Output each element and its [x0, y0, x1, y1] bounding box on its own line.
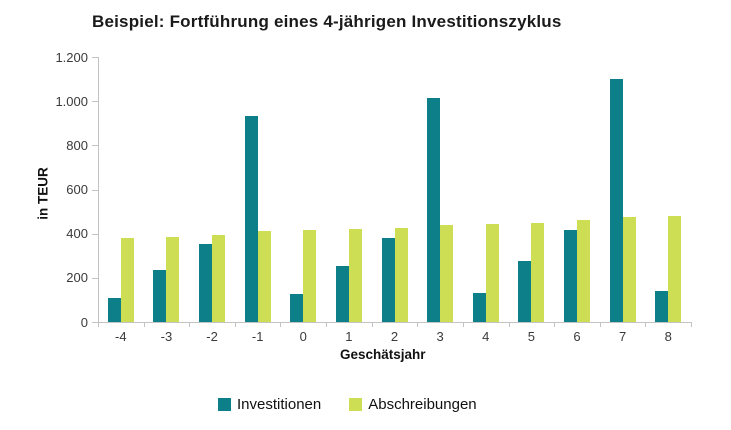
x-tick-13	[691, 323, 692, 327]
bar-abschreibungen-8	[668, 216, 682, 322]
x-axis-title: Geschätsjahr	[340, 347, 426, 362]
x-tick-3	[234, 323, 236, 327]
bar-abschreibungen--1	[257, 231, 271, 322]
x-tick-label--4: -4	[115, 329, 127, 344]
y-tick-label-0: 0	[80, 314, 88, 330]
legend-label-investitionen: Investitionen	[237, 396, 322, 413]
bar-investitionen-1	[335, 265, 349, 322]
x-tick-label--3: -3	[160, 329, 173, 344]
y-tick-1.000	[92, 101, 98, 103]
bar-abschreibungen-7	[622, 217, 636, 322]
x-tick-label--2: -2	[206, 329, 218, 344]
y-tick-label-1.200: 1.200	[55, 49, 88, 65]
bar-abschreibungen-5	[531, 222, 545, 322]
legend-item-abschreibungen: Abschreibungen	[349, 396, 477, 413]
bar-abschreibungen-6	[576, 220, 590, 322]
x-tick-label-7: 7	[618, 329, 627, 344]
x-tick-label-6: 6	[573, 329, 581, 344]
bar-abschreibungen--4	[120, 238, 134, 322]
x-tick-11	[599, 323, 601, 327]
bar-investitionen-3	[427, 97, 441, 322]
bar-abschreibungen--2	[212, 234, 226, 322]
bar-investitionen--3	[153, 270, 167, 322]
x-tick-label-2: 2	[390, 329, 399, 344]
x-tick-0	[98, 323, 99, 327]
y-tick-800	[92, 145, 98, 147]
bar-investitionen-4	[472, 293, 486, 322]
bar-abschreibungen-3	[440, 224, 454, 322]
y-tick-label-800: 800	[66, 137, 88, 153]
x-axis-line	[98, 322, 692, 323]
y-tick-600	[92, 189, 98, 191]
y-tick-label-200: 200	[66, 270, 88, 286]
legend-label-abschreibungen: Abschreibungen	[368, 396, 477, 413]
x-tick-1	[143, 323, 145, 327]
x-tick-4	[280, 323, 282, 327]
chart-legend: Investitionen Abschreibungen	[218, 396, 477, 413]
x-tick-7	[417, 323, 419, 327]
bar-abschreibungen-1	[348, 229, 362, 322]
y-tick-400	[92, 233, 98, 235]
x-tick-label-5: 5	[527, 329, 535, 344]
x-tick-10	[554, 323, 556, 327]
y-tick-0	[92, 322, 98, 323]
bar-investitionen-8	[655, 291, 669, 322]
x-tick-12	[645, 323, 647, 327]
x-tick-label-4: 4	[482, 329, 490, 344]
bar-investitionen--1	[244, 115, 258, 322]
bar-abschreibungen-2	[394, 228, 408, 322]
x-tick-5	[326, 323, 328, 327]
bar-abschreibungen-0	[303, 230, 317, 322]
chart-title: Beispiel: Fortführung eines 4-jährigen I…	[92, 12, 562, 31]
legend-swatch-abschreibungen	[349, 398, 363, 411]
x-tick-6	[371, 323, 373, 327]
y-tick-label-400: 400	[66, 226, 88, 242]
bar-investitionen-0	[290, 294, 304, 322]
bar-investitionen--2	[199, 243, 213, 322]
y-tick-label-600: 600	[66, 182, 88, 197]
legend-item-investitionen: Investitionen	[218, 396, 321, 413]
bar-investitionen-2	[381, 238, 395, 322]
x-tick-label-0: 0	[299, 329, 307, 344]
legend-swatch-investitionen	[218, 398, 231, 411]
bar-investitionen-6	[563, 230, 577, 322]
bar-abschreibungen--3	[166, 236, 180, 322]
x-tick-2	[189, 323, 191, 327]
bar-investitionen-5	[518, 261, 532, 322]
y-tick-1.200	[92, 57, 98, 58]
x-tick-label--1: -1	[251, 329, 264, 344]
y-tick-label-1.000: 1.000	[55, 93, 88, 109]
y-axis-line	[98, 57, 99, 323]
bar-investitionen-7	[609, 79, 623, 322]
x-tick-9	[508, 323, 510, 327]
x-tick-label-8: 8	[664, 329, 672, 344]
y-tick-200	[92, 277, 98, 279]
x-tick-label-1: 1	[345, 329, 353, 344]
bar-abschreibungen-4	[485, 223, 499, 322]
x-tick-8	[462, 323, 464, 327]
bar-investitionen--4	[107, 297, 121, 322]
x-tick-label-3: 3	[436, 329, 444, 344]
